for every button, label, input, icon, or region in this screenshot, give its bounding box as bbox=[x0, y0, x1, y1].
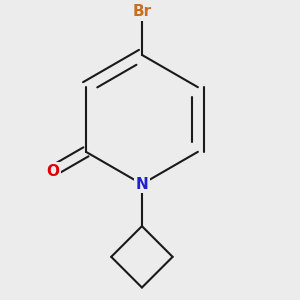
Text: N: N bbox=[136, 177, 148, 192]
Text: Br: Br bbox=[132, 4, 152, 19]
Text: O: O bbox=[46, 164, 59, 179]
